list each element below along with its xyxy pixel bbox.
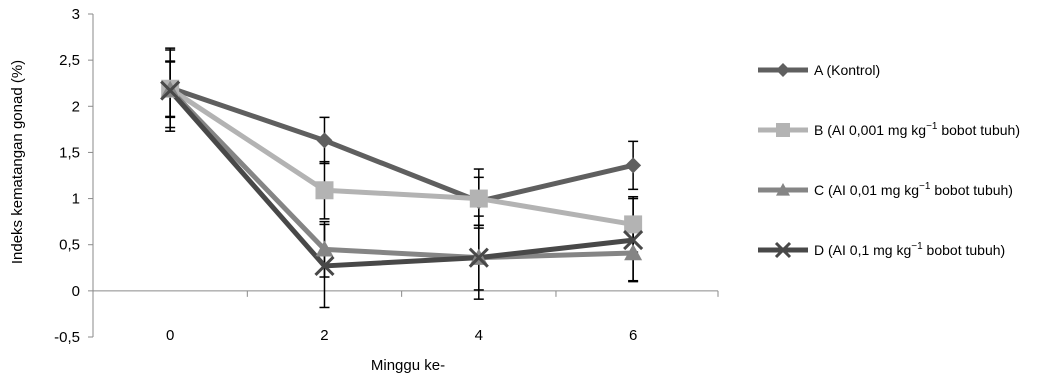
data-point-d [160, 80, 181, 101]
legend-label: A (Kontrol) [814, 62, 880, 78]
data-point-d [314, 255, 335, 277]
x-tick-label: 2 [320, 327, 328, 344]
data-point-d [623, 230, 644, 251]
data-point-a [625, 157, 642, 174]
data-point-b [315, 181, 334, 200]
y-tick-label: 1,5 [59, 144, 80, 161]
y-tick-label: -0,5 [54, 329, 80, 346]
series-line-d [168, 88, 634, 269]
data-point-d [468, 247, 489, 268]
legend-marker [776, 63, 790, 77]
x-tick-label: 4 [475, 327, 483, 344]
axes [92, 14, 718, 337]
legend-label: D (AI 0,1 mg kg−1 bobot tubuh) [814, 241, 1005, 258]
x-ticks: 0 2 4 6 [92, 290, 719, 344]
y-tick-label: 0 [72, 283, 80, 300]
data-point-b [469, 189, 488, 208]
series-line-a [169, 85, 634, 204]
error-bars [165, 47, 639, 309]
data-point-a [316, 132, 333, 149]
legend-item: C (AI 0,01 mg kg−1 bobot tubuh) [758, 181, 1013, 198]
x-tick-label: 6 [629, 327, 637, 344]
y-tick-label: 0,5 [59, 237, 80, 254]
legend-item: A (Kontrol) [758, 62, 880, 78]
markers [160, 79, 644, 277]
y-ticks: -0,5 0 0,5 1 1,5 2 2,5 3 [54, 6, 93, 346]
legend-marker [774, 241, 792, 259]
data-point-c [624, 244, 643, 261]
data-point-b [624, 215, 643, 234]
legend-marker [776, 183, 790, 196]
y-tick-label: 1 [72, 191, 80, 208]
legend: A (Kontrol) B (AI 0,001 mg kg−1 bobot tub… [758, 62, 1020, 259]
legend-label: B (AI 0,001 mg kg−1 bobot tubuh) [814, 121, 1020, 138]
y-tick-label: 2,5 [59, 52, 80, 69]
x-tick-label: 0 [166, 327, 174, 344]
legend-marker [776, 123, 790, 137]
series-lines [168, 85, 634, 269]
legend-item: D (AI 0,1 mg kg−1 bobot tubuh) [758, 241, 1005, 259]
series-line-b [168, 86, 634, 227]
legend-item: B (AI 0,001 mg kg−1 bobot tubuh) [758, 121, 1020, 138]
data-point-c [315, 240, 334, 257]
x-axis-title: Minggu ke- [371, 357, 445, 374]
y-tick-label: 2 [72, 98, 80, 115]
y-tick-label: 3 [72, 6, 80, 23]
series-line-c [168, 87, 634, 261]
y-axis-title: Indeks kematangan gonad (%) [9, 60, 26, 264]
legend-label: C (AI 0,01 mg kg−1 bobot tubuh) [814, 181, 1013, 198]
